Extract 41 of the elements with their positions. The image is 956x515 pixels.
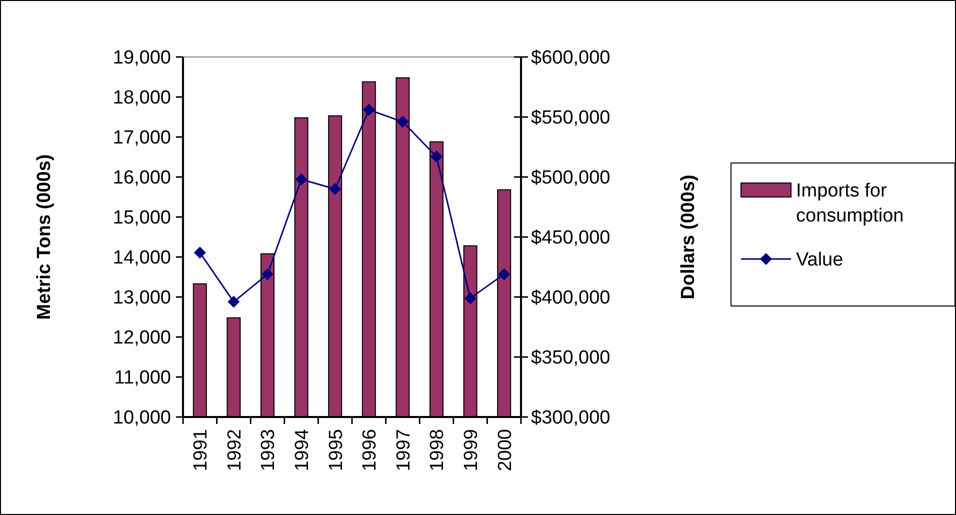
y-tick-label: 12,000 bbox=[112, 328, 171, 349]
y2-axis-title: Dollars (000s) bbox=[678, 174, 699, 300]
y2-tick-label: $550,000 bbox=[531, 108, 610, 129]
y2-tick-label: $450,000 bbox=[531, 228, 610, 249]
point bbox=[329, 183, 342, 195]
y2-tick-label: $350,000 bbox=[531, 348, 610, 369]
point bbox=[194, 246, 206, 259]
y-tick-label: 19,000 bbox=[112, 48, 171, 69]
y-tick-label: 15,000 bbox=[112, 208, 171, 229]
point bbox=[262, 268, 274, 280]
point bbox=[464, 292, 476, 304]
x-tick-label: 1998 bbox=[427, 429, 448, 472]
y2-tick-label: $300,000 bbox=[531, 408, 610, 429]
point bbox=[430, 150, 442, 163]
point bbox=[295, 173, 308, 186]
legend-label: Imports for consumption bbox=[796, 180, 904, 227]
y-tick-label: 17,000 bbox=[112, 128, 171, 149]
y-tick-label: 13,000 bbox=[112, 288, 171, 309]
point bbox=[362, 104, 375, 116]
y2-tick-label: $400,000 bbox=[531, 288, 610, 309]
x-tick-label: 1992 bbox=[224, 429, 246, 472]
y-tick-label: 16,000 bbox=[112, 168, 171, 189]
point bbox=[498, 268, 510, 280]
y-tick-label: 14,000 bbox=[112, 248, 171, 269]
y-axis-title: Metric Tons (000s) bbox=[34, 154, 55, 320]
x-tick-label: 1996 bbox=[360, 429, 381, 472]
x-tick-label: 1995 bbox=[326, 429, 347, 472]
x-tick-label: 1997 bbox=[393, 429, 414, 472]
y2-tick-label: $500,000 bbox=[531, 168, 610, 189]
x-tick-label: 2000 bbox=[494, 429, 516, 472]
y-tick-label: 11,000 bbox=[114, 368, 171, 389]
x-tick-label: 1999 bbox=[460, 429, 482, 472]
y2-tick-label: $600,000 bbox=[531, 48, 610, 69]
y-tick-label: 18,000 bbox=[112, 88, 171, 109]
x-tick-label: 1991 bbox=[190, 429, 212, 472]
x-tick-label: 1994 bbox=[292, 428, 313, 472]
legend-label: Value bbox=[796, 250, 844, 271]
x-tick-label: 1993 bbox=[258, 429, 280, 472]
point bbox=[228, 296, 240, 308]
point bbox=[396, 116, 409, 128]
y-tick-label: 10,000 bbox=[112, 408, 171, 429]
